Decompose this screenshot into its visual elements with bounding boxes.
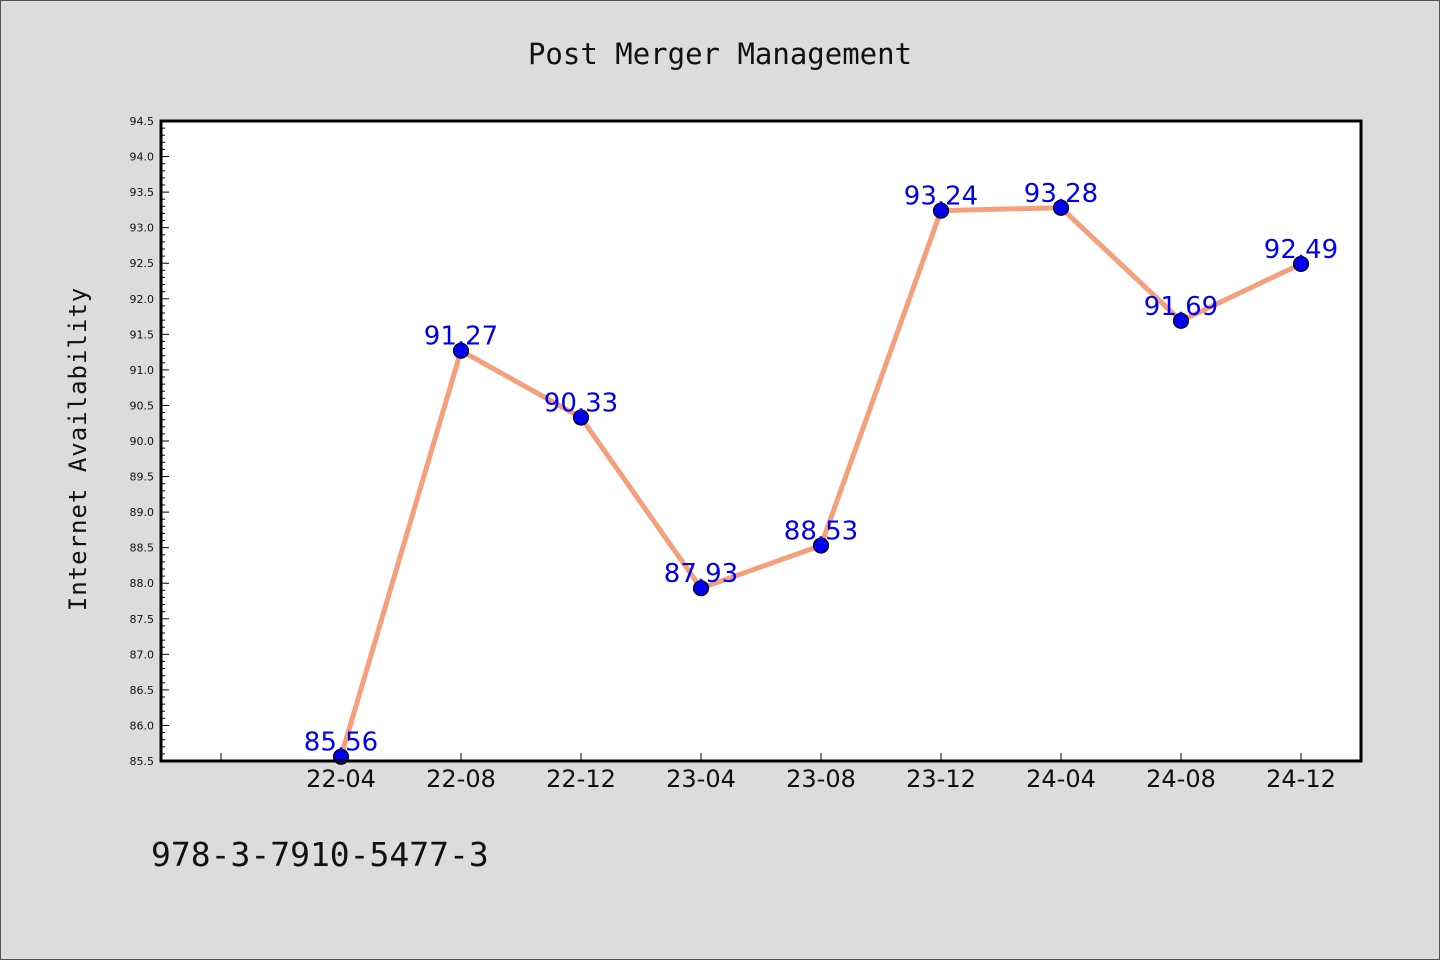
data-point xyxy=(812,537,830,554)
data-point xyxy=(1292,255,1310,273)
y-tick-label: 89.5 xyxy=(130,471,155,484)
y-tick-label: 86.0 xyxy=(130,719,155,732)
data-point xyxy=(1172,312,1190,329)
x-tick-label: 22-04 xyxy=(306,765,376,793)
data-label: 92.49 xyxy=(1264,235,1338,265)
y-axis-label: Internet Availability xyxy=(64,287,92,611)
data-label: 88.53 xyxy=(784,517,858,547)
data-label: 85.56 xyxy=(304,728,378,758)
x-tick-label: 22-08 xyxy=(426,765,496,793)
y-tick-label: 91.5 xyxy=(130,328,155,341)
y-tick-label: 94.0 xyxy=(130,151,155,164)
y-tick-label: 94.5 xyxy=(130,115,155,128)
plot-frame xyxy=(159,119,1363,763)
x-axis: 22-04 22-08 22-12 23-04 23-08 23-12 24-04 24-08… xyxy=(220,753,1336,793)
y-tick-label: 90.0 xyxy=(130,435,155,448)
y-tick-label: 85.5 xyxy=(130,755,155,768)
data-label: 91.27 xyxy=(424,322,498,352)
x-tick-label: 24-08 xyxy=(1146,765,1216,793)
data-points xyxy=(332,199,1310,765)
data-label: 93.28 xyxy=(1024,179,1098,209)
y-tick-label: 87.0 xyxy=(130,648,155,661)
y-tick-label: 92.0 xyxy=(130,293,155,306)
data-point xyxy=(932,202,950,219)
data-point xyxy=(692,580,710,597)
x-tick-label: 24-04 xyxy=(1026,765,1096,793)
plot-area xyxy=(161,121,1361,761)
x-tick-label: 23-08 xyxy=(786,765,856,793)
data-labels: 85.56 91.27 90.33 87.93 88.53 93.24 93.28 91.69… xyxy=(304,179,1338,758)
data-point xyxy=(572,409,590,426)
footer-code: 978-3-7910-5477-3 xyxy=(151,835,489,874)
y-tick-label: 86.5 xyxy=(130,684,155,697)
y-tick-label: 91.0 xyxy=(130,364,155,377)
data-label: 93.24 xyxy=(904,182,978,212)
chart-title: Post Merger Management xyxy=(528,37,912,71)
y-tick-label: 89.0 xyxy=(130,506,155,519)
y-tick-label: 87.5 xyxy=(130,613,155,626)
x-tick-label: 22-12 xyxy=(546,765,616,793)
y-tick-label: 93.5 xyxy=(130,186,155,199)
y-tick-label: 88.0 xyxy=(130,577,155,590)
y-tick-label: 88.5 xyxy=(130,542,155,555)
y-tick-label: 90.5 xyxy=(130,399,155,412)
x-tick-label: 23-04 xyxy=(666,765,736,793)
data-point xyxy=(1052,199,1070,216)
data-label: 90.33 xyxy=(544,389,618,419)
x-tick-label: 24-12 xyxy=(1266,765,1336,793)
y-tick-label: 93.0 xyxy=(130,222,155,235)
data-label: 87.93 xyxy=(664,559,738,589)
data-point xyxy=(452,342,470,359)
y-tick-label: 92.5 xyxy=(130,257,155,270)
data-label: 91.69 xyxy=(1144,292,1218,322)
x-tick-label: 23-12 xyxy=(906,765,976,793)
